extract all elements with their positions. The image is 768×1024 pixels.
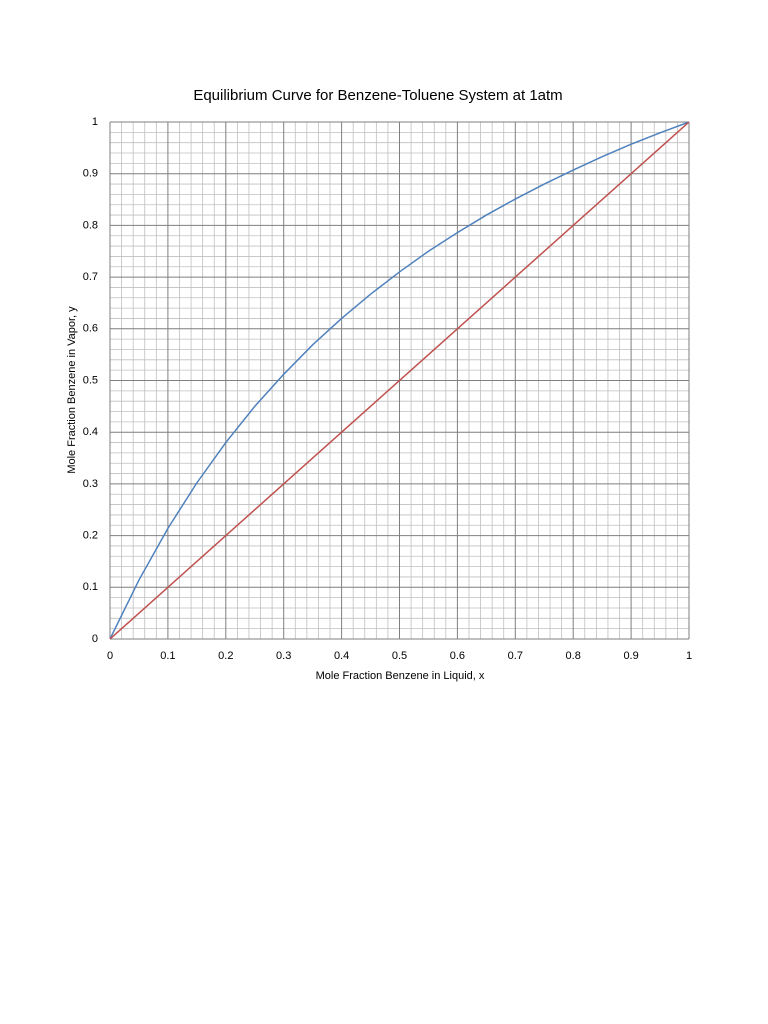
- y-tick-label: 0.5: [83, 374, 98, 386]
- y-tick-label: 0: [92, 633, 98, 645]
- x-tick-label: 0.6: [450, 650, 465, 662]
- data-line: [109, 121, 690, 640]
- y-tick-label: 0.4: [83, 426, 98, 438]
- x-tick-label: 0.4: [334, 650, 349, 662]
- y-tick-label: 0.3: [83, 478, 98, 490]
- y-tick-label: 0.2: [83, 530, 98, 542]
- x-tick-label: 0.2: [218, 650, 233, 662]
- x-tick-label: 0.3: [276, 650, 291, 662]
- x-tick-label: 0.7: [508, 650, 523, 662]
- y-tick-label: 1: [92, 116, 98, 128]
- y-tick-label: 0.8: [83, 219, 98, 231]
- chart-title: Equilibrium Curve for Benzene-Toluene Sy…: [193, 87, 562, 104]
- x-tick-label: 0.8: [566, 650, 581, 662]
- x-axis-label: Mole Fraction Benzene in Liquid, x: [316, 670, 485, 682]
- data-line: [109, 121, 690, 640]
- x-tick-label: 0.9: [623, 650, 638, 662]
- y-tick-label: 0.6: [83, 323, 98, 335]
- x-tick-label: 0.5: [392, 650, 407, 662]
- y-tick-label: 0.9: [83, 168, 98, 180]
- x-tick-label: 0.1: [160, 650, 175, 662]
- y-tick-label: 0.1: [83, 581, 98, 593]
- x-tick-label: 0: [107, 650, 113, 662]
- x-tick-label: 1: [686, 650, 692, 662]
- y-tick-label: 0.7: [83, 271, 98, 283]
- y-axis-label: Mole Fraction Benzene in Vapor, y: [66, 306, 78, 474]
